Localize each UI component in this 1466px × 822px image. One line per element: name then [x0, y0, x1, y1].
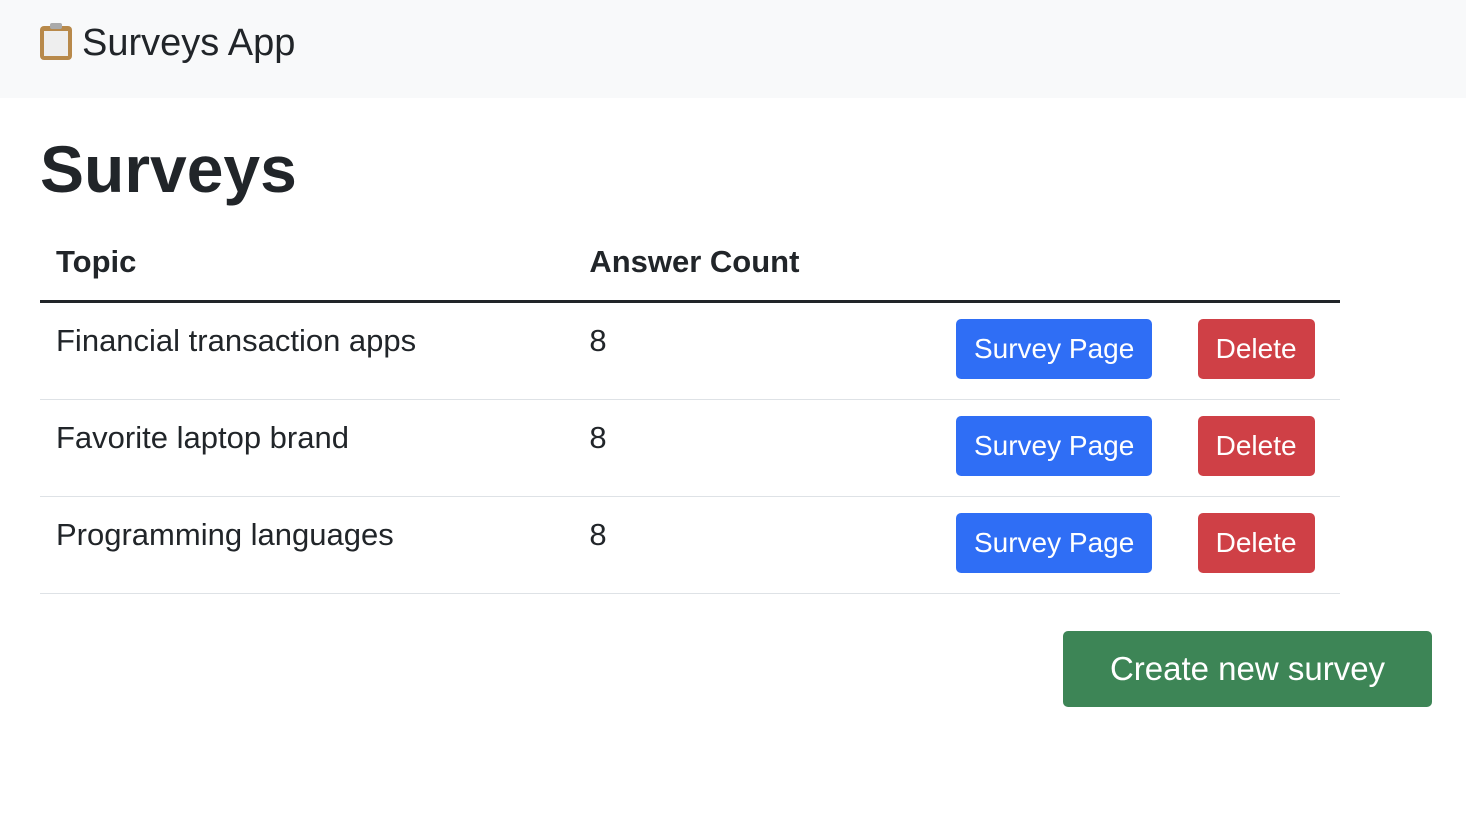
brand-link[interactable]: Surveys App — [40, 22, 295, 65]
header-topic: Topic — [40, 230, 574, 303]
clipboard-icon — [40, 23, 72, 60]
table-row: Favorite laptop brand 8 Survey Page Dele… — [40, 399, 1340, 497]
answer-count-cell: 8 — [573, 301, 940, 400]
surveys-table: Topic Answer Count Financial transaction… — [40, 230, 1340, 594]
answer-count-cell: 8 — [573, 496, 940, 594]
delete-button[interactable]: Delete — [1197, 513, 1315, 573]
table-row: Financial transaction apps 8 Survey Page… — [40, 301, 1340, 400]
app-title: Surveys App — [82, 21, 296, 64]
survey-page-button[interactable]: Survey Page — [955, 319, 1153, 379]
delete-button[interactable]: Delete — [1197, 319, 1315, 379]
topic-cell: Programming languages — [40, 496, 574, 594]
topic-cell: Favorite laptop brand — [40, 399, 574, 497]
delete-button[interactable]: Delete — [1197, 416, 1315, 476]
survey-page-button[interactable]: Survey Page — [955, 416, 1153, 476]
topic-cell: Financial transaction apps — [40, 301, 574, 400]
answer-count-cell: 8 — [573, 399, 940, 497]
table-row: Programming languages 8 Survey Page Dele… — [40, 496, 1340, 594]
page-title: Surveys — [40, 132, 297, 206]
navbar: Surveys App — [0, 0, 1466, 98]
create-survey-button[interactable]: Create new survey — [1063, 631, 1432, 707]
survey-page-button[interactable]: Survey Page — [955, 513, 1153, 573]
header-answer-count: Answer Count — [573, 230, 940, 303]
